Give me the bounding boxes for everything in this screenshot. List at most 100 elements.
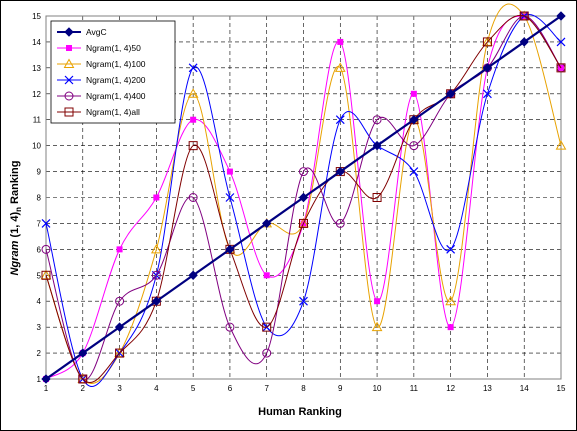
legend-item: Ngram(1, 4)100 [57,58,146,69]
x-tick-label: 3 [117,384,122,393]
data-point [188,193,198,202]
data-point [337,38,344,45]
legend-marker [64,91,74,101]
data-point [334,62,346,72]
data-point [41,244,51,254]
legend: AvgC Ngram(1, 4)50 Ngram(1, 4)100 Ngram(1, … [50,20,176,124]
data-point [188,270,198,280]
y-tick-label: 10 [32,142,41,151]
data-point [151,270,161,280]
data-point [371,321,383,332]
data-point [115,348,125,358]
y-tick-label: 9 [37,168,42,177]
x-tick-label: 11 [410,384,419,393]
data-point [445,89,456,99]
y-tick-label: 15 [32,12,41,21]
y-tick-label: 12 [32,90,41,99]
data-point [446,244,456,254]
y-tick-label: 4 [37,297,42,306]
data-point [225,193,235,202]
data-point [372,115,382,125]
data-point [225,244,235,255]
plot-area [45,15,562,380]
data-point [188,141,198,151]
data-point [556,37,566,47]
data-point [41,219,51,228]
data-point [114,322,125,332]
data-point [335,166,345,177]
data-point [226,168,233,175]
data-point [153,194,160,201]
x-tick-label: 6 [228,384,233,393]
data-point [263,272,270,279]
data-point [299,296,308,306]
y-tick-label: 1 [37,375,42,384]
y-tick-label: 11 [33,116,42,125]
y-axis-label: Ngram (1, 4)n Ranking [9,161,23,276]
x-tick-label: 10 [373,384,382,393]
data-point [335,218,345,228]
legend-label: Ngram(1, 4)100 [86,59,146,69]
y-tick-label: 13 [32,64,41,73]
x-tick-label: 7 [264,384,269,393]
legend-marker [66,45,72,51]
data-point [409,167,419,176]
data-point [556,63,566,73]
data-point [151,296,162,306]
data-point [187,88,199,98]
data-point [372,193,382,202]
data-point [298,192,309,203]
legend-label: AvgC [86,27,107,37]
legend-marker [64,27,74,37]
data-point [447,324,454,331]
y-tick-label: 14 [32,38,41,47]
y-tick-label: 7 [37,219,42,228]
x-tick-label: 14 [520,384,529,393]
legend-label: Ngram(1, 4)50 [86,43,141,53]
legend-item: Ngram(1, 4)all [57,107,140,117]
data-point [445,295,456,306]
y-axis-label-subscript: n [14,207,23,212]
data-point [556,11,566,21]
data-point [555,140,567,150]
x-axis-label: Human Ranking [258,406,342,418]
data-point [262,322,272,332]
data-point [78,348,88,358]
data-point [262,348,272,358]
legend-label: Ngram(1, 4)200 [86,75,146,85]
data-point [482,37,492,47]
x-tick-label: 13 [483,384,492,393]
data-point [262,218,272,229]
x-tick-label: 8 [301,384,306,393]
series-0 [41,11,566,384]
x-tick-label: 15 [557,384,566,393]
data-point [335,115,345,125]
y-tick-label: 6 [37,245,42,254]
legend-item: AvgC [57,27,107,37]
series-line [45,14,562,383]
data-point [409,141,419,151]
data-point [299,167,308,177]
data-point [190,116,197,123]
legend-item: Ngram(1, 4)50 [57,43,141,53]
legend-marker [63,58,75,68]
legend-label: Ngram(1, 4)all [86,107,140,117]
x-tick-label: 12 [446,384,455,393]
data-point [188,63,198,73]
y-axis-label-args: (1, 4) [9,212,21,241]
y-tick-label: 3 [37,323,42,332]
data-point [372,140,382,151]
legend-box [50,20,176,124]
series-layer [40,3,567,387]
data-point [410,90,417,97]
data-point [116,246,123,253]
data-point [225,322,235,332]
data-point [41,374,51,384]
x-tick-label: 4 [154,384,159,393]
legend-label: Ngram(1, 4)400 [86,91,146,101]
x-tick-label: 5 [191,384,196,393]
data-point [482,63,493,73]
data-point [374,298,381,305]
